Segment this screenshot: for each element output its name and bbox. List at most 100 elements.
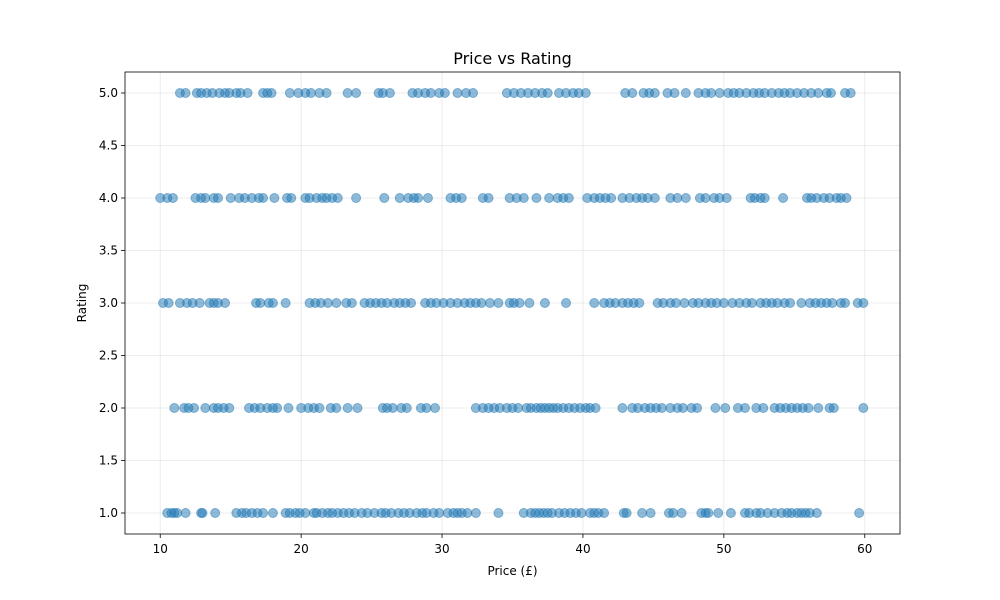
scatter-point [803,403,814,413]
scatter-point [476,298,487,308]
scatter-point [721,193,732,203]
scatter-point [634,298,645,308]
scatter-point [854,508,865,518]
scatter-point [352,403,363,413]
scatter-point [200,193,211,203]
scatter-point [283,403,294,413]
scatter-point [576,508,587,518]
scatter-point [272,403,283,413]
scatter-point [518,193,529,203]
scatter-point [828,403,839,413]
scatter-point [331,403,342,413]
scatter-point [462,508,473,518]
scatter-point [621,508,632,518]
scatter-point [314,403,325,413]
scatter-point [725,508,736,518]
scatter-point [539,298,550,308]
scatter-point [840,298,851,308]
scatter-point [713,508,724,518]
scatter-point [425,88,436,98]
scatter-point [269,193,280,203]
scatter-point [394,193,405,203]
scatter-point [718,298,729,308]
x-tick-label: 60 [857,542,872,556]
scatter-point [401,403,412,413]
scatter-point [167,193,178,203]
x-tick-label: 50 [716,542,731,556]
scatter-point [845,88,856,98]
scatter-point [434,508,445,518]
scatter-point [589,298,600,308]
scatter-point [813,88,824,98]
scatter-point [606,193,617,203]
scatter-point [321,88,332,98]
scatter-point [266,88,277,98]
scatter-point [267,508,278,518]
scatter-point [189,403,200,413]
scatter-point [785,298,796,308]
scatter-point [267,298,278,308]
scatter-point [668,508,679,518]
scatter-point [858,298,869,308]
y-axis-label: Rating [75,284,89,323]
scatter-point [452,88,463,98]
scatter-point [796,298,807,308]
scatter-point [422,193,433,203]
scatter-point [332,193,343,203]
scatter-point [351,193,362,203]
scatter-point [210,508,221,518]
scatter-point [384,88,395,98]
scatter-point [531,193,542,203]
scatter-point [599,508,610,518]
scatter-point [858,403,869,413]
scatter-point [649,88,660,98]
scatter-point [200,403,211,413]
scatter-point [590,403,601,413]
scatter-point [758,403,769,413]
scatter-point [676,508,687,518]
scatter-point [331,298,342,308]
scatter-point [827,298,838,308]
y-tick-label: 5.0 [99,86,118,100]
scatter-point [747,298,758,308]
scatter-point [180,88,191,98]
scatter-point [678,403,688,413]
scatter-point [637,508,648,518]
scatter-point [430,403,440,413]
scatter-point [700,193,711,203]
scatter-point [220,298,231,308]
scatter-point [197,508,208,518]
scatter-point [456,193,467,203]
y-tick-label: 4.0 [99,191,118,205]
scatter-point [180,508,191,518]
scatter-point [714,88,725,98]
scatter-point [346,298,357,308]
scatter-point [284,88,295,98]
scatter-point [513,403,524,413]
scatter-point [258,508,269,518]
scatter-point [813,403,824,413]
x-axis-label: Price (£) [487,564,537,578]
scatter-point [649,193,660,203]
scatter-point [617,403,628,413]
scatter-point [163,298,174,308]
scatter-point [258,193,269,203]
data-points [155,88,869,518]
y-tick-label: 3.5 [99,244,118,258]
y-tick-label: 4.5 [99,139,118,153]
scatter-point [778,193,789,203]
scatter-point [670,298,681,308]
y-tick-label: 1.5 [99,454,118,468]
scatter-point [413,193,424,203]
scatter-point [351,88,362,98]
y-tick-label: 2.5 [99,349,118,363]
scatter-point [194,298,205,308]
scatter-point [720,403,731,413]
scatter-point [514,298,525,308]
scatter-point [669,88,680,98]
scatter-point [740,403,750,413]
scatter-point [563,193,574,203]
scatter-point [672,193,683,203]
scatter-point [306,88,316,98]
